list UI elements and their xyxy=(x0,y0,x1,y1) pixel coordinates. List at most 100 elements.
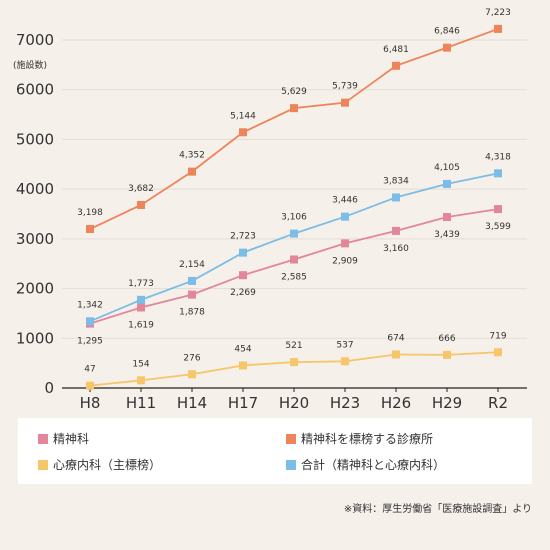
data-point xyxy=(290,255,298,264)
legend-item-psychosomatic: 心療内科（主標榜） xyxy=(38,456,161,474)
data-label: 537 xyxy=(336,340,353,350)
data-point xyxy=(341,239,349,248)
data-point xyxy=(239,361,247,370)
grid xyxy=(62,39,527,339)
data-point xyxy=(494,24,502,33)
data-label: 454 xyxy=(234,344,251,354)
data-labels: 1,295 1,619 1,878 2,269 2,585 2,909 3,160 3,439… xyxy=(77,8,511,375)
data-label: 7,223 xyxy=(485,8,511,18)
data-point xyxy=(443,213,451,222)
data-point xyxy=(443,43,451,52)
x-tick-label: H23 xyxy=(330,394,360,410)
data-label: 3,439 xyxy=(434,230,460,240)
data-point xyxy=(239,248,247,257)
data-label: 4,105 xyxy=(434,163,460,173)
x-tick-label: H26 xyxy=(381,394,411,410)
data-point xyxy=(86,317,94,326)
legend-swatch-clinics xyxy=(286,433,296,444)
data-label: 2,909 xyxy=(332,256,358,266)
data-label: 2,269 xyxy=(230,288,256,298)
y-tick-label: 6000 xyxy=(16,81,54,99)
x-tick-label: R2 xyxy=(488,394,508,410)
y-tick-label: 1000 xyxy=(16,329,54,347)
x-tick-label: H14 xyxy=(177,394,207,410)
data-point xyxy=(392,226,400,235)
x-tick-label: H17 xyxy=(228,394,258,410)
data-point xyxy=(188,290,196,299)
data-label: 47 xyxy=(84,365,95,375)
data-point xyxy=(494,348,502,357)
data-point xyxy=(341,357,349,366)
data-label: 6,481 xyxy=(383,45,409,55)
y-tick-label: 2000 xyxy=(16,280,54,298)
data-label: 1,295 xyxy=(77,337,103,347)
y-tick-label: 0 xyxy=(44,379,54,397)
data-label: 3,160 xyxy=(383,244,409,254)
data-label: 1,878 xyxy=(179,308,205,318)
data-point xyxy=(341,98,349,107)
data-point xyxy=(443,179,451,188)
legend-label-psychiatry: 精神科 xyxy=(53,432,90,446)
data-point xyxy=(290,358,298,367)
series-line xyxy=(89,351,499,387)
data-label: 3,198 xyxy=(77,208,103,218)
legend-item-psychiatry: 精神科 xyxy=(38,430,89,448)
series-line xyxy=(89,28,499,230)
data-point xyxy=(239,128,247,137)
legend-item-clinics: 精神科を標榜する診療所 xyxy=(286,430,433,448)
data-point xyxy=(86,225,94,234)
data-label: 4,352 xyxy=(179,151,205,161)
data-point xyxy=(239,271,247,280)
series-line xyxy=(89,172,499,323)
data-point xyxy=(188,370,196,379)
data-point xyxy=(137,200,145,209)
data-label: 5,144 xyxy=(230,111,256,121)
data-label: 3,106 xyxy=(281,213,307,223)
data-point xyxy=(137,303,145,312)
legend-label-psychosomatic: 心療内科（主標榜） xyxy=(53,458,162,472)
x-tick-label: H20 xyxy=(279,394,309,410)
data-label: 6,846 xyxy=(434,27,460,37)
x-tick-label: H11 xyxy=(126,394,156,410)
y-tick-label: 5000 xyxy=(16,130,54,148)
data-point xyxy=(443,350,451,359)
data-label: 3,446 xyxy=(332,196,358,206)
data-point xyxy=(188,167,196,176)
series-points xyxy=(86,24,502,390)
data-point xyxy=(341,212,349,221)
data-label: 719 xyxy=(489,331,506,341)
data-label: 1,773 xyxy=(128,279,154,289)
x-axis: H8 H11 H14 H17 H20 H23 H26 H29 R2 xyxy=(62,387,527,410)
y-tick-label: 3000 xyxy=(16,230,54,248)
data-point xyxy=(392,350,400,359)
data-point xyxy=(392,193,400,202)
data-point xyxy=(290,229,298,238)
source-note: ※資料：厚生労働省「医療施設調査」より xyxy=(343,504,532,515)
legend-swatch-total xyxy=(286,459,296,470)
data-point xyxy=(290,104,298,113)
data-label: 674 xyxy=(387,333,404,343)
series-line xyxy=(89,208,499,325)
data-point xyxy=(137,295,145,304)
legend-swatch-psychiatry xyxy=(38,433,48,444)
x-tick-label: H8 xyxy=(80,394,101,410)
legend-label-total: 合計（精神科と心療内科） xyxy=(301,458,446,472)
data-label: 3,682 xyxy=(128,184,154,194)
data-label: 2,723 xyxy=(230,232,256,242)
data-label: 2,154 xyxy=(179,260,205,270)
data-label: 521 xyxy=(285,341,302,351)
data-label: 3,834 xyxy=(383,176,409,186)
legend: 精神科 精神科を標榜する診療所 心療内科（主標榜） 合計（精神科と心療内科） xyxy=(18,418,532,484)
y-unit-label: (施設数) xyxy=(13,59,47,71)
data-label: 1,619 xyxy=(128,321,154,331)
data-label: 666 xyxy=(438,334,455,344)
data-point xyxy=(494,169,502,178)
y-tick-label: 7000 xyxy=(16,31,54,49)
series-lines xyxy=(89,28,499,387)
data-point xyxy=(137,376,145,385)
y-tick-label: 4000 xyxy=(16,180,54,198)
data-label: 2,585 xyxy=(281,272,307,282)
legend-label-clinics: 精神科を標榜する診療所 xyxy=(301,432,434,446)
legend-item-total: 合計（精神科と心療内科） xyxy=(286,456,445,474)
